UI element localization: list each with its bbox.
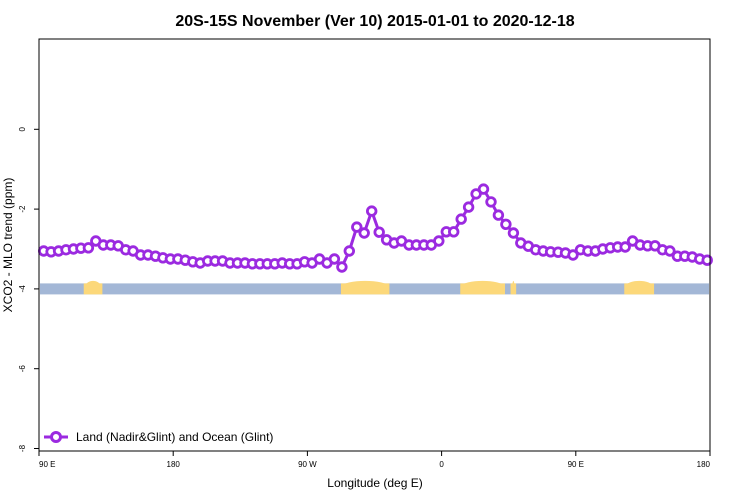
data-point: [351, 221, 363, 233]
land-segment-bulge: [85, 280, 101, 291]
data-point: [477, 183, 490, 195]
x-axis: 90 E 180 90 W 0 90 E 180: [38, 451, 711, 469]
data-point: [433, 235, 445, 247]
land-segment-bulge: [512, 280, 515, 291]
x-tick-label: 90 W: [298, 460, 317, 469]
x-tick-label: 90 E: [39, 460, 55, 469]
chart-title: 20S-15S November (Ver 10) 2015-01-01 to …: [175, 13, 574, 30]
legend: Land (Nadir&Glint) and Ocean (Glint): [44, 430, 273, 444]
data-point: [485, 196, 497, 208]
x-axis-label: Longitude (deg E): [327, 476, 422, 490]
y-tick-label: 0: [18, 127, 27, 132]
series-layer: [38, 183, 713, 273]
data-point: [328, 253, 341, 265]
data-point: [336, 261, 348, 273]
data-point: [82, 242, 95, 254]
data-point: [455, 213, 467, 225]
data-point: [462, 201, 475, 213]
y-tick-label: -6: [18, 365, 27, 373]
surface-band: [40, 280, 709, 295]
data-point: [500, 218, 512, 231]
land-segment-bulge: [626, 280, 653, 291]
data-point: [343, 245, 356, 257]
y-tick-label: -4: [18, 285, 27, 293]
data-point: [507, 227, 520, 239]
data-point: [567, 249, 579, 261]
x-tick-label: 90 E: [568, 460, 584, 469]
land-segment-bulge: [462, 280, 503, 291]
land-segment-bulge: [342, 280, 388, 291]
plot-frame: [38, 38, 711, 452]
data-point: [470, 188, 482, 200]
data-point: [619, 241, 631, 253]
data-point: [358, 227, 370, 239]
data-point: [373, 226, 385, 238]
y-tick-label: -2: [18, 205, 27, 213]
data-point: [664, 245, 676, 257]
x-tick-label: 180: [697, 460, 711, 469]
y-axis-label: XCO2 - MLO trend (ppm): [1, 178, 15, 313]
x-tick-label: 180: [167, 460, 181, 469]
legend-entry-label: Land (Nadir&Glint) and Ocean (Glint): [76, 430, 273, 444]
data-point: [492, 209, 505, 221]
x-tick-label: 0: [439, 460, 444, 469]
legend-marker-swatch: [50, 431, 62, 443]
data-point: [448, 226, 460, 238]
y-axis: 0 -2 -4 -6 -8: [18, 127, 39, 452]
y-tick-label: -8: [18, 444, 27, 452]
data-point: [366, 205, 378, 217]
data-point: [701, 254, 713, 266]
